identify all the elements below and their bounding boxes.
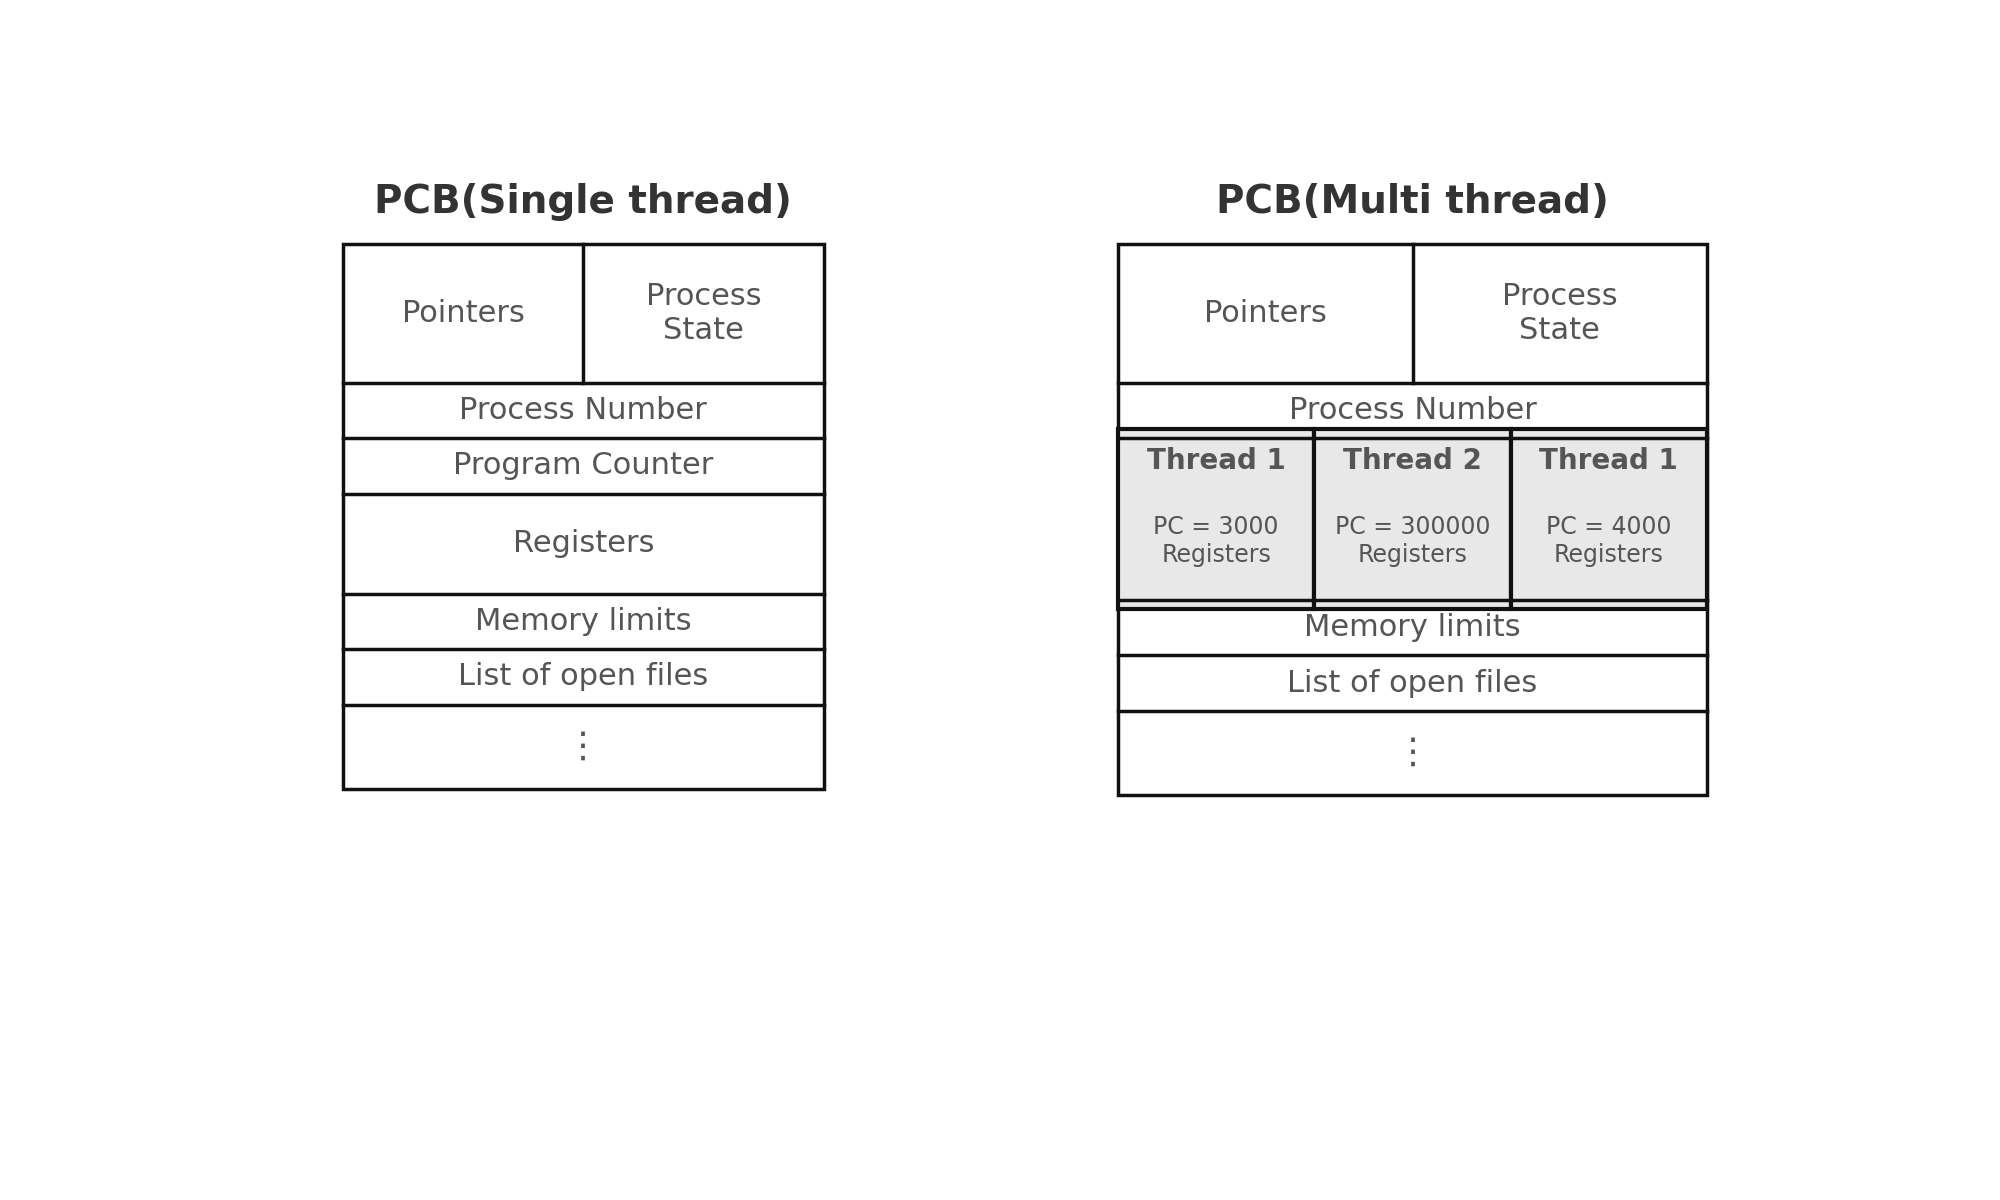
Text: Registers: Registers [512, 529, 654, 558]
Text: Memory limits: Memory limits [474, 607, 692, 636]
Text: Thread 2: Thread 2 [1344, 448, 1482, 475]
FancyBboxPatch shape [1510, 428, 1706, 610]
FancyBboxPatch shape [344, 244, 824, 790]
Text: Process Number: Process Number [1288, 396, 1536, 425]
Text: Program Counter: Program Counter [454, 451, 714, 480]
Text: Thread 1: Thread 1 [1540, 448, 1678, 475]
Text: PCB(Single thread): PCB(Single thread) [374, 182, 792, 221]
Text: List of open files: List of open files [1288, 668, 1538, 697]
Text: Process
State: Process State [646, 282, 762, 344]
FancyBboxPatch shape [1118, 244, 1706, 796]
Text: Memory limits: Memory limits [1304, 613, 1520, 642]
Text: PC = 4000
Registers: PC = 4000 Registers [1546, 515, 1672, 566]
Text: ⋮: ⋮ [566, 730, 602, 764]
Text: Process Number: Process Number [460, 396, 708, 425]
Text: Process
State: Process State [1502, 282, 1618, 344]
Text: PC = 3000
Registers: PC = 3000 Registers [1154, 515, 1278, 566]
FancyBboxPatch shape [1314, 428, 1510, 610]
Text: PC = 300000
Registers: PC = 300000 Registers [1334, 515, 1490, 566]
Text: Pointers: Pointers [1204, 299, 1326, 328]
Text: Thread 1: Thread 1 [1146, 448, 1286, 475]
Text: PCB(Multi thread): PCB(Multi thread) [1216, 182, 1608, 221]
FancyBboxPatch shape [1118, 428, 1314, 610]
Text: Pointers: Pointers [402, 299, 524, 328]
Text: ⋮: ⋮ [1394, 736, 1430, 770]
Text: List of open files: List of open files [458, 662, 708, 691]
